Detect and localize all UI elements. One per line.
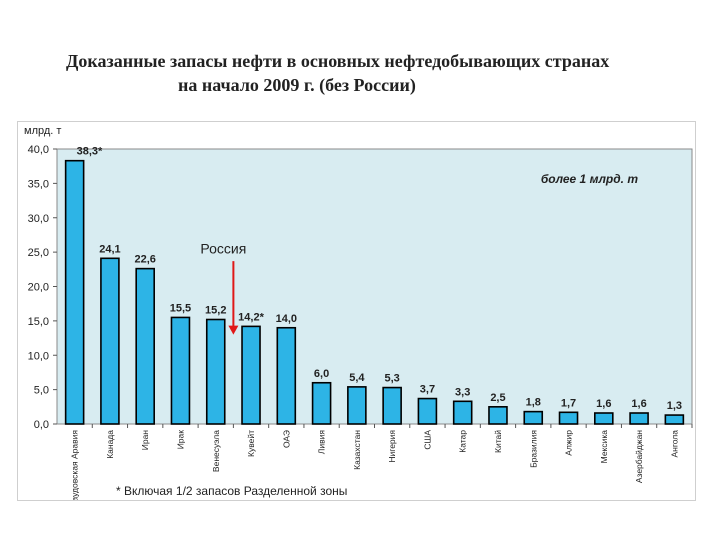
data-label: 1,6: [596, 398, 611, 410]
data-label: 14,2*: [238, 311, 264, 323]
bar: [488, 406, 508, 425]
x-category-label: Иран: [140, 430, 150, 451]
plot-area: [56, 148, 693, 425]
bar: [205, 318, 226, 425]
russia-label: Россия: [200, 241, 246, 257]
chart-frame: млрд. т 0,0 5,0 10,0 15,0 20,0 25,0 30,0 35,0 40,…: [17, 121, 696, 501]
x-category-label: Кувейт: [246, 430, 256, 457]
x-category-label: Мексика: [599, 430, 609, 464]
data-label: 15,5: [170, 302, 191, 314]
y-tick-label: 35,0: [28, 178, 49, 190]
bar: [558, 411, 579, 425]
data-label: 5,4: [349, 372, 365, 384]
data-label: 14,0: [276, 313, 297, 325]
title-line-1: Доказанные запасы нефти в основных нефте…: [66, 51, 610, 71]
data-label: 1,3: [667, 400, 682, 412]
x-category-label: Алжир: [564, 430, 574, 456]
bar: [135, 267, 155, 425]
x-category-label: Бразилия: [528, 430, 538, 468]
x-category-label: Казахстан: [352, 430, 362, 470]
bar: [170, 316, 191, 425]
data-label: 22,6: [134, 254, 155, 266]
data-label: 1,6: [631, 398, 646, 410]
x-category-label: Ливия: [317, 430, 327, 455]
chart-footnote: * Включая 1/2 запасов Разделенной зоны: [116, 484, 348, 498]
data-label: 15,2: [205, 305, 226, 317]
data-label: 5,3: [384, 373, 399, 385]
data-label: 2,5: [490, 392, 505, 404]
y-tick-label: 40,0: [28, 144, 49, 156]
data-label: 3,3: [455, 386, 470, 398]
x-category-label: Венесуэла: [211, 430, 221, 472]
x-category-label: Китай: [493, 430, 503, 453]
x-category-label: Ангола: [669, 430, 679, 458]
x-category-label: ОАЭ: [281, 430, 291, 448]
y-tick-label: 20,0: [28, 282, 49, 294]
x-category-label: Канада: [105, 430, 115, 459]
x-category-label: Азербайджан: [634, 430, 644, 483]
bar: [311, 381, 332, 425]
y-tick-label: 10,0: [28, 350, 49, 362]
title-line-2: на начало 2009 г. (без России): [178, 75, 416, 95]
y-tick-label: 25,0: [28, 247, 49, 259]
y-axis-label: млрд. т: [24, 125, 61, 137]
data-label: 3,7: [420, 384, 435, 396]
data-label: 38,3*: [77, 146, 103, 158]
x-category-label: США: [422, 430, 432, 450]
data-label: 1,7: [561, 397, 576, 409]
bar: [417, 397, 438, 425]
bar: [241, 325, 261, 425]
bar: [594, 412, 614, 425]
x-category-label: Нигерия: [387, 430, 397, 463]
bar: [629, 412, 649, 425]
y-tick-label: 15,0: [28, 316, 49, 328]
x-category-label: Ирак: [175, 430, 185, 450]
russia-arrow-head: [228, 325, 239, 335]
data-label: 6,0: [314, 368, 329, 380]
threshold-note: более 1 млрд. т: [541, 172, 639, 186]
bar: [382, 386, 402, 425]
bar: [452, 400, 473, 425]
bar: [523, 410, 544, 425]
bar: [347, 386, 367, 425]
bar: [100, 257, 120, 425]
bar: [664, 414, 685, 425]
y-tick-label: 0,0: [34, 419, 49, 431]
x-category-label: Саудовская Аравия: [70, 430, 80, 500]
data-label: 24,1: [99, 243, 120, 255]
oil-reserves-bar-chart: млрд. т 0,0 5,0 10,0 15,0 20,0 25,0 30,0 35,0 40,…: [24, 125, 693, 500]
bar: [276, 326, 297, 425]
y-tick-label: 30,0: [28, 213, 49, 225]
x-category-label: Катар: [458, 430, 468, 453]
bar: [64, 159, 85, 425]
y-tick-label: 5,0: [34, 385, 49, 397]
data-label: 1,8: [526, 397, 541, 409]
